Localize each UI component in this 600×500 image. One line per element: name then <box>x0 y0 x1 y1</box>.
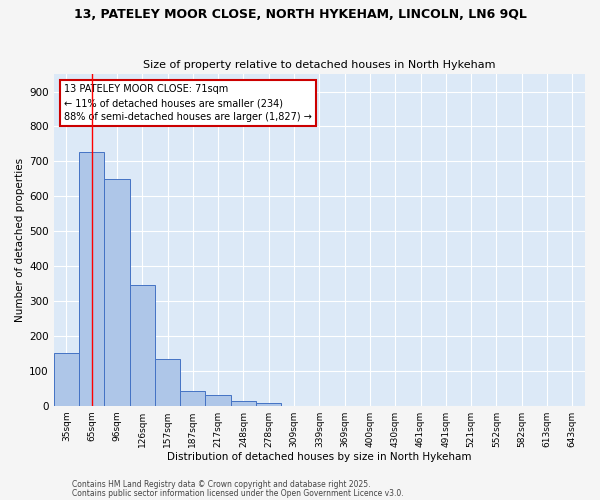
Bar <box>79 152 104 406</box>
Bar <box>256 404 281 406</box>
Text: Contains public sector information licensed under the Open Government Licence v3: Contains public sector information licen… <box>72 489 404 498</box>
Bar <box>205 395 231 406</box>
Bar <box>104 180 130 406</box>
Text: 13 PATELEY MOOR CLOSE: 71sqm
← 11% of detached houses are smaller (234)
88% of s: 13 PATELEY MOOR CLOSE: 71sqm ← 11% of de… <box>64 84 312 122</box>
Bar <box>180 391 205 406</box>
Bar <box>53 354 79 406</box>
Bar <box>155 360 180 406</box>
Y-axis label: Number of detached properties: Number of detached properties <box>15 158 25 322</box>
Text: 13, PATELEY MOOR CLOSE, NORTH HYKEHAM, LINCOLN, LN6 9QL: 13, PATELEY MOOR CLOSE, NORTH HYKEHAM, L… <box>74 8 526 20</box>
X-axis label: Distribution of detached houses by size in North Hykeham: Distribution of detached houses by size … <box>167 452 472 462</box>
Bar <box>130 286 155 406</box>
Title: Size of property relative to detached houses in North Hykeham: Size of property relative to detached ho… <box>143 60 496 70</box>
Bar <box>231 401 256 406</box>
Text: Contains HM Land Registry data © Crown copyright and database right 2025.: Contains HM Land Registry data © Crown c… <box>72 480 371 489</box>
